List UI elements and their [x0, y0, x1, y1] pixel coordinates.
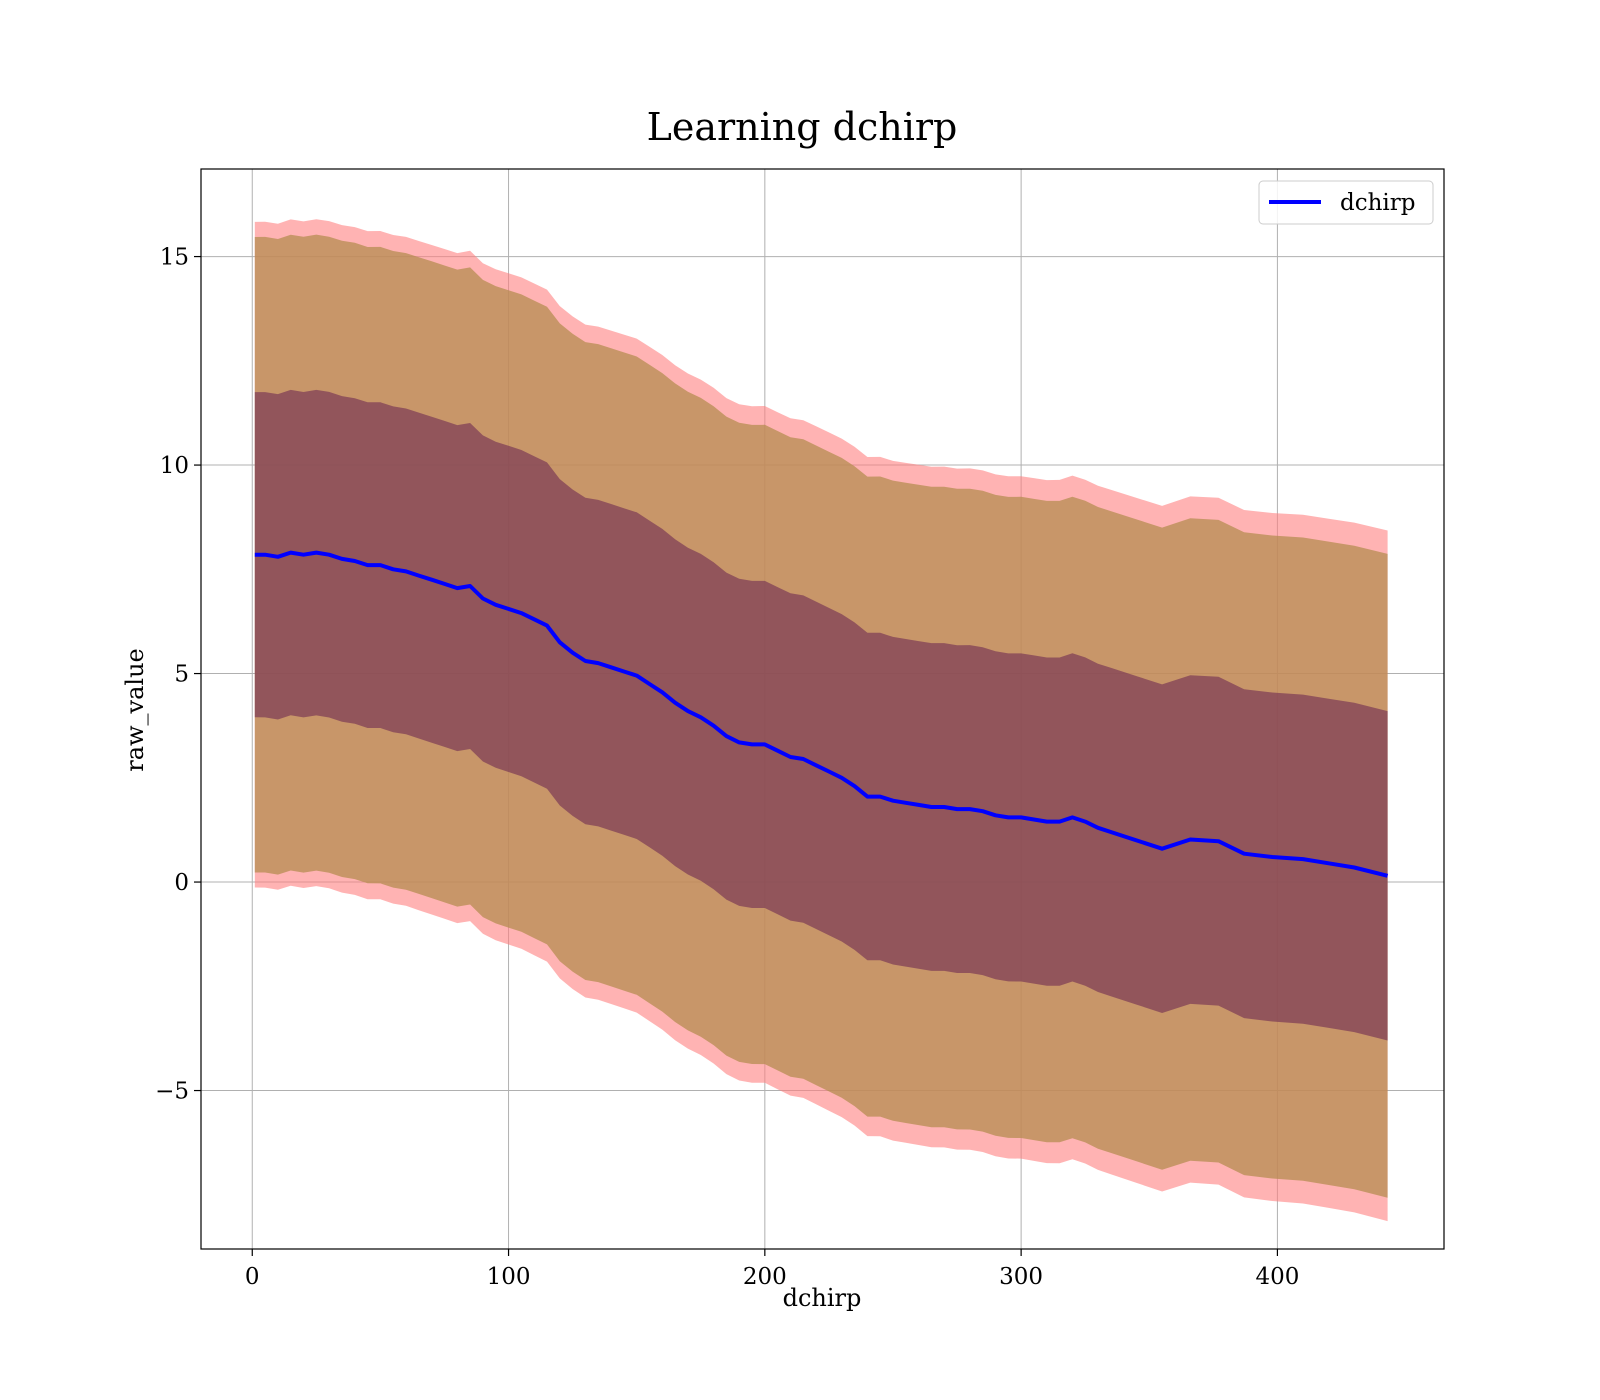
- plot-frame: [200, 168, 1445, 1250]
- legend-box: [1258, 180, 1434, 225]
- band-inner: [254, 389, 1388, 1041]
- legend-label-dchirp: dchirp: [1340, 190, 1416, 216]
- y-tick-label: 15: [160, 245, 189, 271]
- y-tick-label: 10: [160, 453, 189, 479]
- y-axis-label: raw_value: [121, 648, 149, 772]
- y-axis-ticks: −5 0 5 10 15: [155, 245, 201, 1105]
- y-tick-label: −5: [155, 1079, 189, 1105]
- x-tick-label: 400: [1255, 1264, 1299, 1290]
- x-tick-label: 300: [999, 1264, 1043, 1290]
- y-tick-label: 5: [174, 662, 189, 688]
- legend: dchirp: [1258, 180, 1434, 225]
- x-tick-label: 0: [245, 1264, 260, 1290]
- x-axis-ticks: 0 100 200 300 400: [245, 1249, 1299, 1290]
- x-tick-label: 200: [743, 1264, 787, 1290]
- y-tick-label: 0: [174, 870, 189, 896]
- plot-area: [201, 169, 1444, 1249]
- x-tick-label: 100: [487, 1264, 531, 1290]
- chart-title: Learning dchirp: [647, 105, 958, 149]
- x-axis-label: dchirp: [783, 1284, 862, 1312]
- series-line-dchirp: [254, 550, 1389, 878]
